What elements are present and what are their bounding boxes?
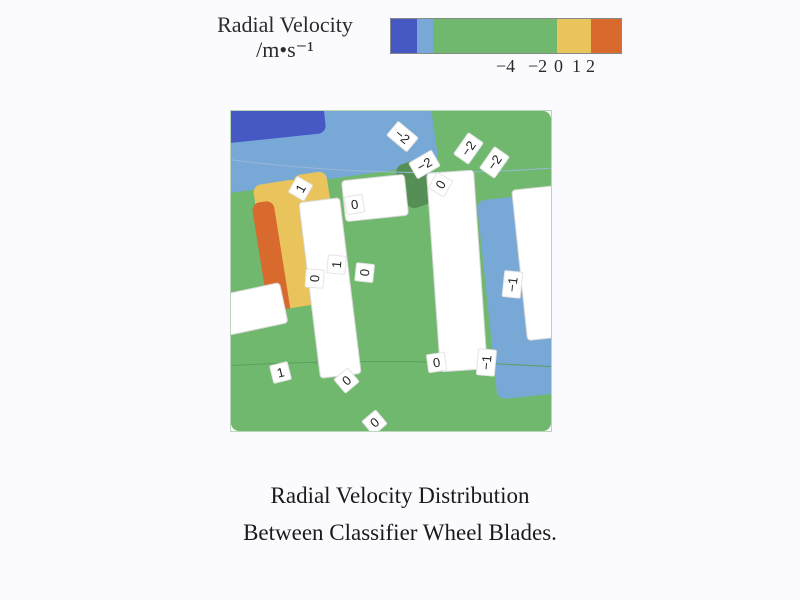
colorbar-tick-label: 0 (554, 56, 563, 77)
colorbar-tick-label: −2 (528, 56, 547, 77)
colorbar (390, 18, 622, 54)
colorbar-tick-label: 1 (572, 56, 581, 77)
contour-value-label: 0 (343, 193, 365, 215)
legend-title: Radial Velocity /m•s⁻¹ (185, 12, 385, 63)
contour-value-label: −1 (502, 270, 524, 299)
figure-caption: Radial Velocity Distribution Between Cla… (0, 478, 800, 552)
contour-value-label: 0 (426, 352, 448, 373)
caption-line1: Radial Velocity Distribution (0, 478, 800, 515)
colorbar-tick-label: 2 (586, 56, 595, 77)
legend-title-line2: /m•s⁻¹ (256, 37, 314, 62)
colorbar-segment (591, 19, 621, 53)
contour-plot: −2−2−2−2011001000−1−10 (230, 110, 552, 432)
colorbar-segment (557, 19, 591, 53)
colorbar-segment (433, 19, 533, 53)
contour-value-label: −1 (476, 348, 497, 376)
colorbar-segment (417, 19, 433, 53)
contour-value-label: 0 (304, 268, 324, 289)
contour-value-label: 0 (354, 262, 375, 283)
figure-page: Radial Velocity /m•s⁻¹ −4−2012 −2−2−2−20… (0, 0, 800, 600)
legend-title-line1: Radial Velocity (217, 12, 353, 37)
colorbar-segment (533, 19, 557, 53)
colorbar-segment (391, 19, 417, 53)
colorbar-tick-label: −4 (496, 56, 515, 77)
contour-value-label: 1 (326, 254, 347, 275)
caption-line2: Between Classifier Wheel Blades. (0, 515, 800, 552)
colorbar-ticks: −4 −2 012 (390, 56, 620, 80)
